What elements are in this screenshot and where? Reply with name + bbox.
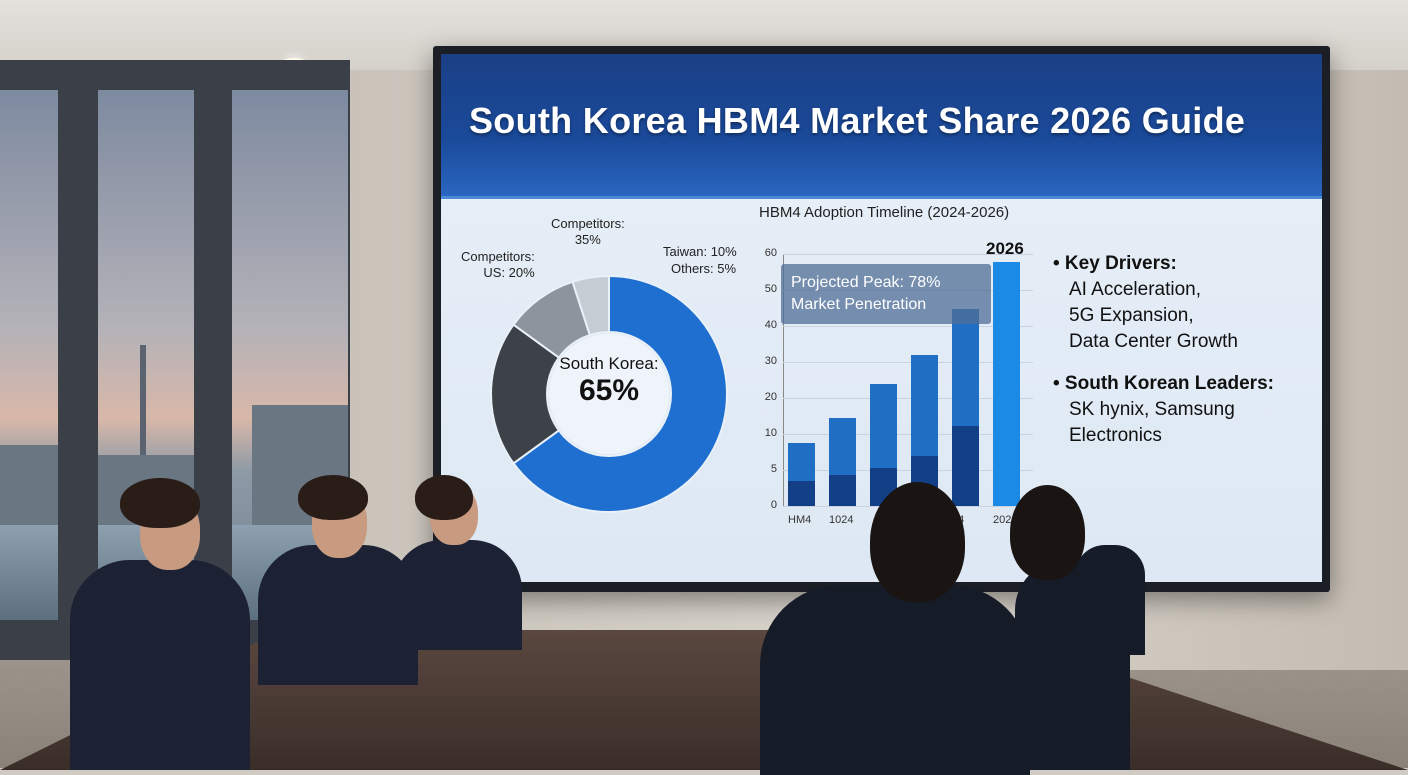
callout-line2: Market Penetration bbox=[791, 296, 927, 313]
person bbox=[1075, 545, 1145, 655]
key-drivers: • Key Drivers: AI Acceleration, 5G Expan… bbox=[1053, 251, 1274, 449]
x-tick-label: 1024 bbox=[829, 514, 854, 526]
donut-hole bbox=[549, 334, 669, 454]
bar-chart-title: HBM4 Adoption Timeline (2024-2026) bbox=[759, 204, 1010, 221]
presentation-screen: South Korea HBM4 Market Share 2026 Guide… bbox=[433, 46, 1330, 592]
driver-item: AI Acceleration, bbox=[1069, 279, 1202, 300]
person-head bbox=[870, 482, 965, 602]
donut-chart bbox=[490, 274, 728, 513]
bar bbox=[829, 474, 856, 506]
y-tick-label: 10 bbox=[764, 427, 777, 439]
drivers-heading: • Key Drivers: bbox=[1053, 253, 1177, 274]
donut-center-label: South Korea: bbox=[559, 354, 659, 373]
x-tick-label: HM4 bbox=[788, 514, 812, 526]
gridline bbox=[783, 470, 1033, 471]
gridline bbox=[783, 326, 1033, 327]
person-hair bbox=[298, 475, 368, 520]
gridline bbox=[783, 434, 1033, 435]
leader-item: SK hynix, Samsung bbox=[1069, 399, 1235, 420]
donut-slice-others bbox=[571, 274, 610, 337]
person-head bbox=[1010, 485, 1085, 580]
bar bbox=[993, 262, 1020, 506]
leader-item: Electronics bbox=[1069, 425, 1162, 446]
bar bbox=[788, 480, 815, 506]
y-tick-label: 20 bbox=[764, 391, 777, 403]
person bbox=[760, 585, 1030, 775]
y-axis bbox=[783, 254, 784, 506]
y-tick-label: 5 bbox=[770, 463, 777, 475]
y-tick-label: 40 bbox=[764, 319, 777, 331]
donut-center-value: 65% bbox=[578, 374, 640, 407]
donut-center: South Korea: 65% bbox=[549, 354, 669, 408]
bar-top-label: 2026 bbox=[986, 239, 1024, 258]
label-competitors: Competitors: 35% bbox=[551, 216, 625, 247]
leaders-heading: • South Korean Leaders: bbox=[1053, 373, 1274, 394]
person bbox=[70, 560, 250, 770]
y-tick-label: 30 bbox=[764, 355, 777, 367]
gridline bbox=[783, 254, 1033, 255]
person bbox=[392, 540, 522, 650]
slide: South Korea HBM4 Market Share 2026 Guide… bbox=[441, 54, 1322, 582]
donut-slice-us bbox=[490, 323, 561, 465]
person-hair bbox=[120, 478, 200, 528]
driver-item: Data Center Growth bbox=[1069, 331, 1238, 352]
callout-line1: Projected Peak: 78% bbox=[791, 274, 941, 291]
y-tick-label: 50 bbox=[764, 283, 777, 295]
label-others: Others: 5% bbox=[671, 261, 737, 276]
y-tick-label: 60 bbox=[764, 247, 777, 259]
slide-title-bar: South Korea HBM4 Market Share 2026 Guide bbox=[441, 54, 1322, 199]
window-pane bbox=[0, 90, 58, 620]
label-taiwan: Taiwan: 10% bbox=[663, 244, 737, 259]
person-hair bbox=[415, 475, 473, 520]
slide-title: South Korea HBM4 Market Share 2026 Guide bbox=[469, 100, 1246, 141]
callout-box: Projected Peak: 78% Market Penetration bbox=[781, 264, 991, 324]
y-tick-label: 0 bbox=[770, 499, 777, 511]
driver-item: 5G Expansion, bbox=[1069, 305, 1194, 326]
gridline bbox=[783, 362, 1033, 363]
gridline bbox=[783, 398, 1033, 399]
person bbox=[258, 545, 418, 685]
bar bbox=[952, 426, 979, 506]
donut-slice-south-korea bbox=[512, 274, 728, 513]
label-us: Competitors: US: 20% bbox=[461, 249, 535, 280]
